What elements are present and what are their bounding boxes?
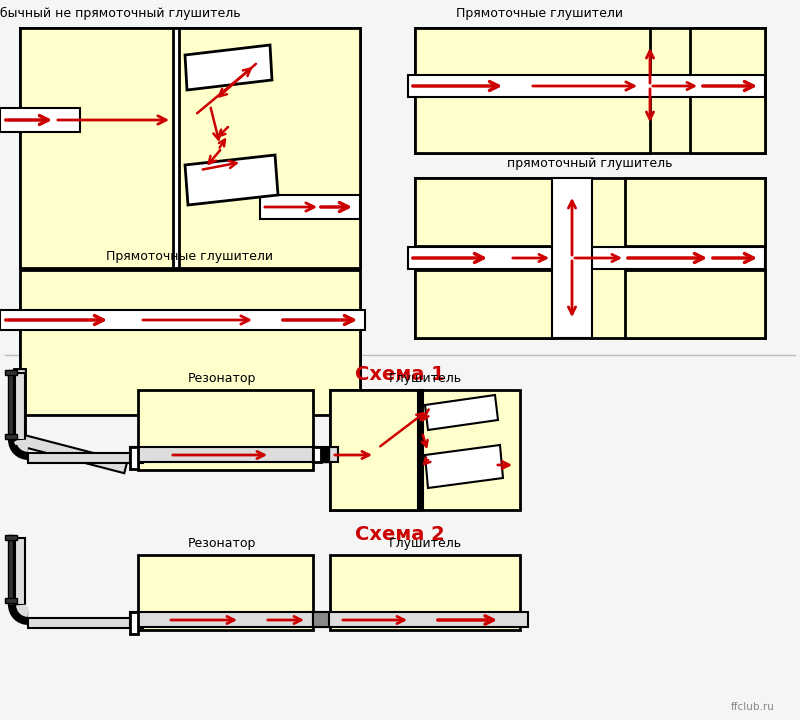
Bar	[0, 108, 80, 132]
Polygon shape	[425, 395, 498, 430]
Bar	[130, 447, 315, 462]
Bar	[408, 75, 765, 97]
Bar	[415, 270, 555, 338]
Bar	[20, 28, 185, 268]
Text: Схема 1: Схема 1	[355, 365, 445, 384]
Bar	[0, 310, 365, 330]
Bar	[28, 453, 143, 463]
Bar	[20, 325, 360, 415]
Bar	[5, 370, 17, 375]
Bar	[418, 390, 423, 510]
Bar	[130, 447, 138, 469]
Bar	[330, 555, 520, 630]
Bar	[625, 178, 765, 246]
Text: ffclub.ru: ffclub.ru	[731, 702, 775, 712]
Bar	[5, 535, 17, 540]
Bar	[330, 390, 520, 510]
Bar	[138, 555, 313, 630]
Bar	[415, 178, 555, 246]
Bar	[313, 447, 338, 462]
Bar	[130, 612, 138, 634]
Bar	[8, 370, 13, 440]
Bar	[690, 28, 765, 153]
Bar	[138, 390, 313, 470]
Text: Схема 2: Схема 2	[355, 525, 445, 544]
Bar	[5, 598, 17, 603]
Polygon shape	[425, 445, 503, 488]
Bar	[321, 447, 329, 462]
Polygon shape	[185, 155, 278, 205]
Bar	[415, 28, 765, 153]
Text: Прямоточные глушители: Прямоточные глушители	[106, 250, 274, 263]
Text: Резонатор: Резонатор	[188, 537, 256, 550]
Bar	[28, 618, 143, 628]
Bar	[8, 535, 13, 605]
Bar	[313, 447, 321, 462]
Bar	[20, 270, 360, 360]
Bar	[20, 28, 175, 268]
Bar	[15, 538, 25, 605]
Text: Обычный не прямоточный глушитель: Обычный не прямоточный глушитель	[0, 7, 240, 20]
Bar	[313, 612, 528, 627]
Text: Резонатор: Резонатор	[188, 372, 256, 385]
Bar	[130, 612, 315, 627]
Bar	[408, 247, 765, 269]
Text: Прямоточные глушители: Прямоточные глушители	[457, 7, 623, 20]
Bar	[175, 28, 360, 268]
Bar	[5, 434, 17, 439]
Bar	[415, 28, 650, 153]
Text: прямоточный глушитель: прямоточный глушитель	[507, 157, 673, 170]
Bar	[552, 178, 592, 338]
Bar	[330, 390, 420, 510]
Text: Глушитель: Глушитель	[389, 372, 462, 385]
Bar	[173, 28, 179, 268]
Bar	[260, 195, 360, 219]
Bar	[415, 178, 765, 338]
Bar	[20, 28, 360, 268]
Polygon shape	[185, 45, 272, 90]
Bar	[313, 612, 329, 627]
Bar	[15, 373, 25, 440]
Text: Глушитель: Глушитель	[389, 537, 462, 550]
Bar	[625, 270, 765, 338]
Bar	[20, 330, 360, 410]
Bar	[20, 280, 360, 360]
